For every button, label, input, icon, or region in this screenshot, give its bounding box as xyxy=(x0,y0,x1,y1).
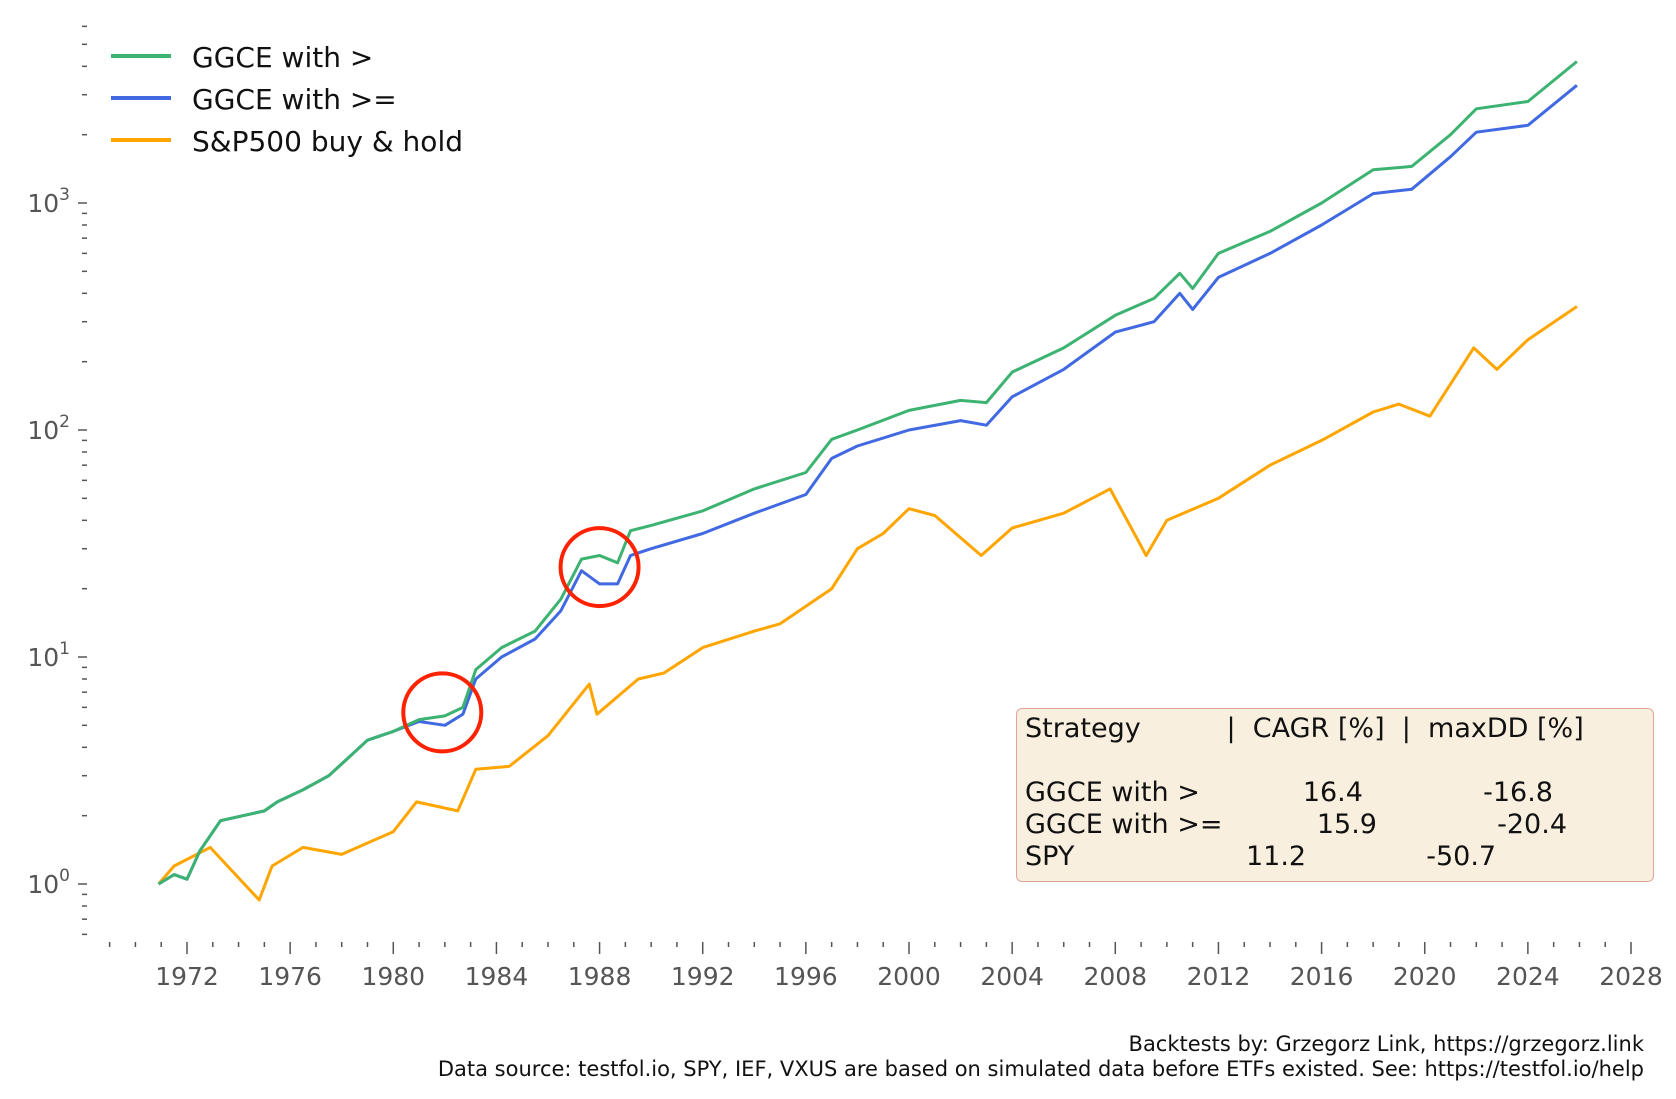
x-tick-label: 1976 xyxy=(258,962,322,991)
x-tick-label: 1988 xyxy=(568,962,632,991)
x-tick-label: 1996 xyxy=(774,962,838,991)
highlight-circle xyxy=(558,526,641,609)
legend-label-ggce-gt: GGCE with > xyxy=(192,41,373,74)
x-tick-label: 2004 xyxy=(980,962,1044,991)
y-tick-label: 101 xyxy=(27,639,70,672)
x-tick-label: 2016 xyxy=(1290,962,1354,991)
y-tick-label: 100 xyxy=(27,866,70,899)
x-tick-label: 2012 xyxy=(1187,962,1251,991)
x-tick-label: 2024 xyxy=(1496,962,1560,991)
x-axis: 1972 1976 1980 1984 1988 1992 1996 2000 2004 2008… xyxy=(108,942,1663,991)
legend: GGCE with > GGCE with >= S&P500 buy & ho… xyxy=(111,41,463,158)
legend-label-ggce-ge: GGCE with >= xyxy=(192,83,397,116)
y-axis: 100 101 102 103 xyxy=(27,25,87,936)
x-tick-label: 2000 xyxy=(877,962,941,991)
stats-table-header: Strategy | CAGR [%] | maxDD [%] xyxy=(1025,713,1584,744)
series-lines xyxy=(157,60,1578,902)
series-line-spy xyxy=(157,305,1578,902)
legend-label-spy: S&P500 buy & hold xyxy=(192,125,463,158)
x-tick-label: 1992 xyxy=(671,962,735,991)
x-tick-label: 2020 xyxy=(1393,962,1457,991)
highlight-circle xyxy=(401,671,484,754)
stats-table: Strategy | CAGR [%] | maxDD [%] GGCE wit… xyxy=(1016,708,1654,882)
footer-data-source: Data source: testfol.io, SPY, IEF, VXUS … xyxy=(437,1057,1644,1081)
x-tick-label: 1980 xyxy=(361,962,425,991)
x-tick-label: 2008 xyxy=(1083,962,1147,991)
y-tick-label: 102 xyxy=(27,412,70,445)
footer-credit: Backtests by: Grzegorz Link, https://grz… xyxy=(1128,1032,1644,1056)
stats-table-row: SPY 11.2 -50.7 xyxy=(1025,841,1497,872)
x-tick-label: 1972 xyxy=(155,962,219,991)
series-line-ggce-gt xyxy=(157,60,1578,886)
x-tick-label: 1984 xyxy=(465,962,529,991)
stats-table-row: GGCE with > 16.4 -16.8 xyxy=(1025,777,1553,808)
y-tick-label: 103 xyxy=(27,185,70,218)
stats-table-row: GGCE with >= 15.9 -20.4 xyxy=(1025,809,1567,840)
annotations xyxy=(401,526,641,754)
x-tick-label: 2028 xyxy=(1599,962,1663,991)
